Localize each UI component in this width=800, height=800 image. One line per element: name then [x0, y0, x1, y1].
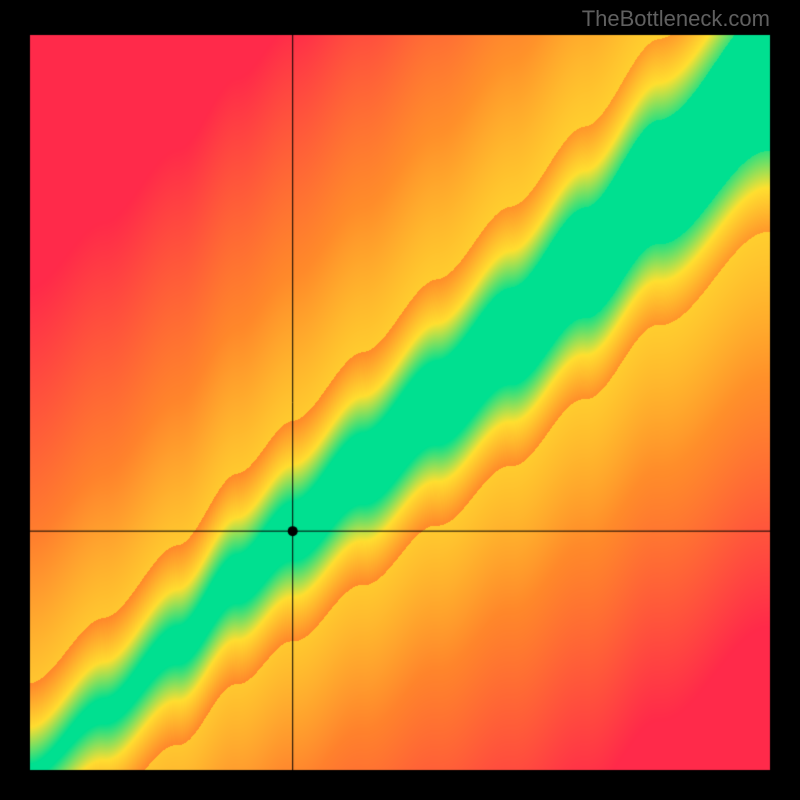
chart-container: TheBottleneck.com	[0, 0, 800, 800]
watermark-text: TheBottleneck.com	[582, 6, 770, 32]
bottleneck-heatmap	[0, 0, 800, 800]
